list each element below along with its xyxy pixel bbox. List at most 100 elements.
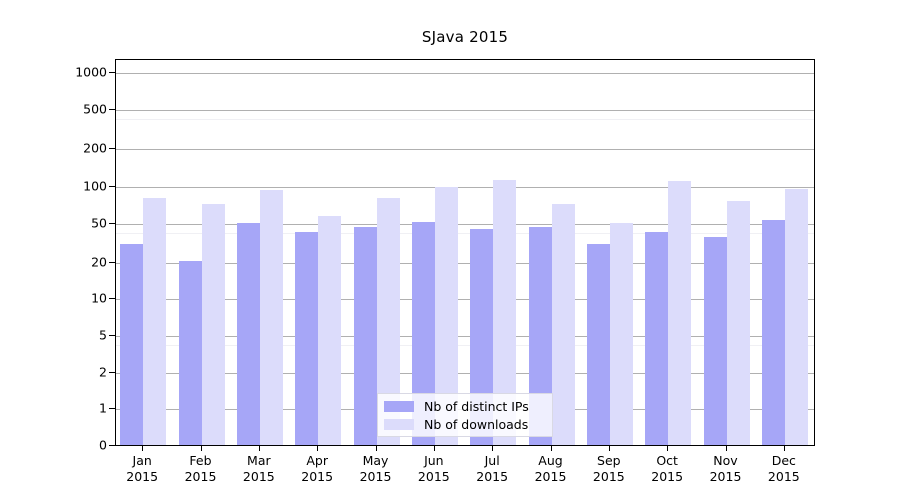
bars-layer — [116, 60, 814, 445]
x-axis-tick-label: Jan 2015 — [107, 453, 177, 485]
gridline-minor — [116, 119, 814, 121]
x-axis-tick-label: Dec 2015 — [749, 453, 819, 485]
x-axis-tick-label: Feb 2015 — [166, 453, 236, 485]
bar-downloads — [434, 187, 458, 445]
bar-distinct-ips — [411, 222, 435, 445]
x-axis-tick-mark — [492, 446, 494, 451]
x-axis-tick-label: Jul 2015 — [457, 453, 527, 485]
x-axis-tick-mark — [433, 446, 436, 451]
y-axis-tick-mark — [109, 445, 115, 447]
x-axis-tick-label-month: Aug — [538, 453, 563, 468]
bar-downloads — [259, 190, 283, 445]
x-axis-tick-label-month: Feb — [189, 453, 212, 468]
bar-downloads — [143, 198, 167, 445]
x-axis-tick-label-year: 2015 — [242, 469, 275, 484]
y-axis-tick-mark — [109, 148, 115, 150]
gridline-major — [116, 73, 814, 74]
x-axis-tick-mark — [725, 446, 727, 451]
bar-distinct-ips — [586, 243, 610, 445]
gridline-major — [116, 336, 814, 337]
legend-swatch-icon-distinct-ips — [384, 401, 414, 412]
chart-legend: Nb of distinct IPs Nb of downloads — [377, 393, 553, 437]
legend-item-downloads: Nb of downloads — [384, 416, 546, 433]
bar-downloads — [318, 215, 342, 445]
y-axis-tick-label: 1000 — [75, 64, 107, 80]
legend-label-distinct-ips: Nb of distinct IPs — [424, 399, 529, 414]
y-axis-tick-mark — [109, 335, 115, 337]
y-axis-tick-mark — [109, 262, 115, 264]
x-axis-tick-label-month: Jul — [484, 453, 500, 468]
x-axis-tick-label: Sep 2015 — [574, 453, 644, 485]
gridline-major — [116, 299, 814, 300]
x-axis-tick-label-year: 2015 — [126, 469, 159, 484]
x-axis-tick-label-year: 2015 — [301, 469, 334, 484]
x-axis-tick-label-month: Apr — [306, 453, 328, 468]
x-axis-tick-label-month: Oct — [656, 453, 678, 468]
gridline-major — [116, 263, 814, 264]
x-axis-tick-mark — [783, 446, 786, 451]
x-axis-tick-label: May 2015 — [341, 453, 411, 485]
gridline-major — [116, 224, 814, 225]
y-axis-tick-mark — [109, 186, 115, 188]
y-axis-tick-label: 5 — [99, 327, 107, 343]
x-axis-tick-mark — [200, 446, 202, 451]
y-axis-tick-label: 50 — [91, 215, 107, 231]
gridline-minor — [116, 345, 814, 346]
gridline-minor — [116, 233, 814, 235]
y-axis-tick-labels: 0 1 2 5 10 20 50 100 200 500 1000 — [45, 59, 107, 453]
x-axis-tick-label-month: Mar — [247, 453, 271, 468]
x-axis-tick-label: Aug 2015 — [516, 453, 586, 485]
x-axis-tick-mark — [375, 446, 377, 451]
y-axis-tick-label: 2 — [99, 364, 107, 380]
x-axis-tick-label-year: 2015 — [184, 469, 217, 484]
bar-downloads — [493, 179, 517, 445]
legend-item-distinct-ips: Nb of distinct IPs — [384, 398, 546, 415]
x-axis-tick-label-month: Sep — [597, 453, 621, 468]
y-axis-tick-label: 100 — [83, 178, 107, 194]
bar-distinct-ips — [528, 226, 552, 445]
bar-downloads — [201, 204, 225, 445]
bar-downloads — [726, 201, 750, 445]
bar-downloads — [609, 222, 633, 445]
y-axis-tick-mark — [109, 298, 115, 300]
x-axis-tick-label-year: 2015 — [592, 469, 625, 484]
bar-downloads — [668, 180, 692, 445]
y-axis-tick-label: 200 — [83, 140, 107, 156]
x-axis-tick-mark — [667, 446, 669, 451]
y-axis-tick-label: 500 — [83, 101, 107, 117]
gridline-major — [116, 187, 814, 188]
y-axis-tick-label: 10 — [91, 290, 107, 306]
gridline-major — [116, 110, 814, 111]
bar-downloads — [551, 204, 575, 445]
x-axis-tick-label-month: Jan — [132, 453, 152, 468]
chart-title: SJava 2015 — [421, 28, 509, 46]
bar-distinct-ips — [236, 222, 260, 445]
x-axis-tick-label-year: 2015 — [767, 469, 800, 484]
bar-distinct-ips — [295, 231, 319, 445]
y-axis-tick-mark — [109, 72, 115, 74]
y-axis-tick-label: 0 — [99, 437, 107, 453]
x-axis-tick-label-year: 2015 — [476, 469, 509, 484]
gridline-major — [116, 373, 814, 374]
x-axis-tick-label-year: 2015 — [417, 469, 450, 484]
x-axis-tick-label-year: 2015 — [359, 469, 392, 484]
plot-area — [115, 59, 815, 446]
x-axis-tick-mark — [258, 446, 261, 451]
bar-distinct-ips — [761, 219, 785, 445]
x-axis-tick-label: Jun 2015 — [399, 453, 469, 485]
x-axis-tick-label-month: May — [362, 453, 389, 468]
x-axis-tick-label-month: Nov — [713, 453, 738, 468]
x-axis-tick-label-year: 2015 — [651, 469, 684, 484]
legend-swatch-icon-downloads — [384, 419, 414, 430]
x-axis-tick-label-year: 2015 — [709, 469, 742, 484]
x-axis-tick-label: Apr 2015 — [282, 453, 352, 485]
legend-label-downloads: Nb of downloads — [424, 417, 529, 432]
gridline-major — [116, 149, 814, 150]
y-axis-tick-mark — [109, 109, 115, 111]
x-axis-tick-label-year: 2015 — [534, 469, 567, 484]
y-axis-tick-mark — [109, 408, 115, 410]
bar-downloads — [376, 198, 400, 445]
x-axis-tick-mark — [550, 446, 552, 451]
bar-distinct-ips — [353, 226, 377, 445]
